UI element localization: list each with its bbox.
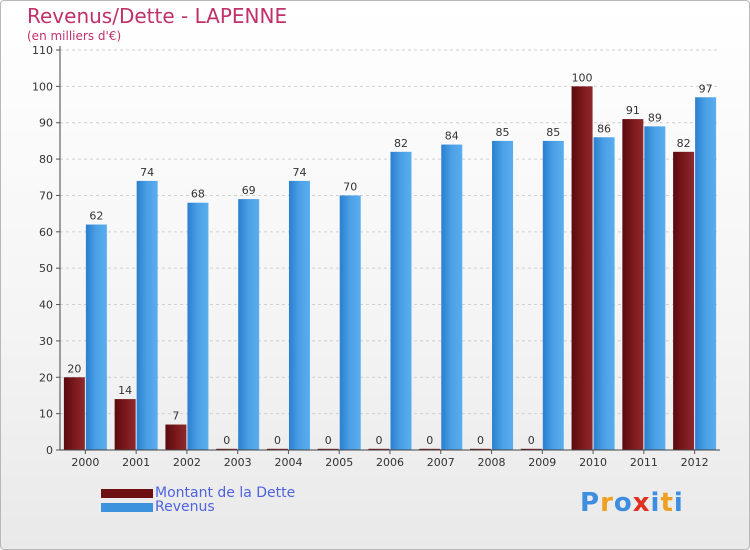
bar-debt [571,86,593,450]
x-tick-label: 2012 [681,456,709,469]
legend-swatch-debt [101,489,153,498]
proxiti-logo: Proxiti [580,488,684,518]
bar-debt [216,448,238,450]
logo-letter: P [580,488,601,518]
logo-letter: i [650,488,661,518]
legend-swatch-revenue [101,503,153,512]
bar-debt [114,399,136,450]
data-label-debt: 0 [274,434,281,447]
y-tick-label: 20 [39,371,53,384]
x-tick-label: 2004 [274,456,302,469]
data-label-revenue: 86 [597,122,611,135]
bar-debt [165,424,187,450]
data-label-revenue: 85 [496,126,510,139]
bar-debt [470,448,492,450]
data-label-debt: 0 [477,434,484,447]
data-label-revenue: 70 [343,180,357,193]
logo-letter: r [600,488,614,518]
logo-letter: i [673,488,684,518]
data-label-revenue: 62 [89,210,103,223]
axes [56,46,720,454]
data-label-revenue: 97 [699,82,713,95]
data-label-revenue: 74 [292,166,306,179]
data-label-debt: 20 [67,362,81,375]
legend-label-revenue: Revenus [155,499,215,515]
x-tick-label: 2009 [528,456,556,469]
data-label-debt: 91 [626,104,640,117]
legend-label-debt: Montant de la Dette [155,485,296,501]
data-label-debt: 7 [172,410,179,423]
bar-debt [317,448,339,450]
x-tick-label: 2010 [579,456,607,469]
y-tick-label: 70 [39,189,53,202]
bar-revenue [288,180,310,450]
x-tick-label: 2007 [427,456,455,469]
bar-debt [520,448,542,450]
bar-debt [368,448,390,450]
bars [63,86,717,451]
y-tick-label: 0 [46,444,53,457]
gridlines [60,49,720,451]
bar-revenue [85,224,107,450]
x-tick-label: 2000 [71,456,99,469]
data-label-revenue: 68 [191,188,205,201]
y-tick-label: 50 [39,262,53,275]
logo-letter: t [660,488,674,518]
bar-revenue [593,137,615,451]
data-label-debt: 0 [528,434,535,447]
y-tick-label: 40 [39,299,53,312]
bar-revenue [187,202,209,450]
bar-debt [673,151,695,450]
data-label-debt: 0 [223,434,230,447]
bar-debt [63,377,85,450]
bar-revenue [695,97,717,450]
data-label-revenue: 85 [546,126,560,139]
chart-subtitle: (en milliers d'€) [27,29,122,43]
x-tick-label: 2001 [122,456,150,469]
x-tick-label: 2008 [478,456,506,469]
bar-debt [419,448,441,450]
chart-title: Revenus/Dette - LAPENNE [27,4,288,28]
data-label-debt: 14 [118,384,132,397]
data-label-debt: 0 [426,434,433,447]
bar-revenue [136,180,158,450]
y-tick-label: 80 [39,153,53,166]
y-tick-label: 100 [32,80,53,93]
x-tick-label: 2005 [325,456,353,469]
x-tick-label: 2003 [224,456,252,469]
bar-revenue [644,126,666,450]
x-tick-label: 2011 [630,456,658,469]
x-tick-label: 2006 [376,456,404,469]
bar-revenue [390,151,412,450]
bar-revenue [238,199,260,450]
data-label-revenue: 69 [242,184,256,197]
y-tick-label: 10 [39,408,53,421]
data-label-debt: 82 [677,137,691,150]
data-label-debt: 0 [325,434,332,447]
bar-debt [622,119,644,450]
x-tick-label: 2002 [173,456,201,469]
bar-revenue [339,195,361,450]
data-label-revenue: 84 [445,130,459,143]
data-label-revenue: 89 [648,111,662,124]
bar-debt [266,448,288,450]
bar-revenue [492,140,514,450]
y-tick-label: 30 [39,335,53,348]
logo-letter: x [632,488,651,518]
data-label-revenue: 82 [394,137,408,150]
y-tick-label: 60 [39,226,53,239]
bar-revenue [441,144,463,450]
data-label-revenue: 74 [140,166,154,179]
y-tick-label: 110 [32,44,53,57]
logo-letter: o [613,488,633,518]
labels: 0102030405060708090100110200020622001147… [32,44,713,469]
data-label-debt: 100 [572,71,593,84]
bar-revenue [542,140,564,450]
y-tick-label: 90 [39,117,53,130]
data-label-debt: 0 [376,434,383,447]
